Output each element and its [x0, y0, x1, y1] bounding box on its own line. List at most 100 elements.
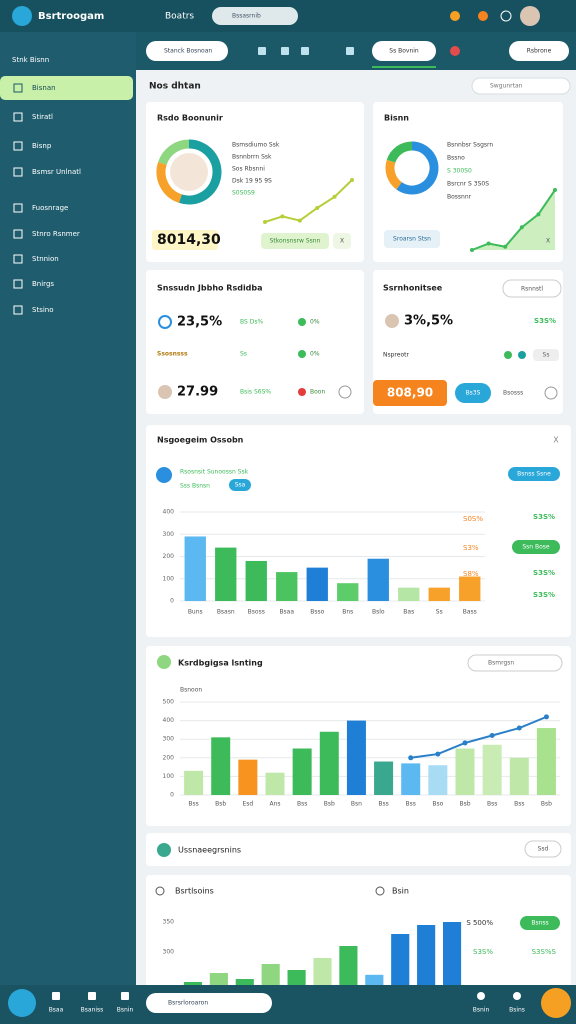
close-button[interactable]	[333, 233, 351, 249]
trend-point	[263, 220, 267, 224]
legend-item: Rsosnsit Sunoossn Ssk	[180, 469, 249, 476]
bottom-search[interactable]	[146, 993, 272, 1013]
bar-icon[interactable]	[88, 992, 96, 1000]
avatar	[520, 6, 540, 26]
card	[146, 270, 364, 414]
nav-item[interactable]: Fuosnrage	[32, 204, 68, 212]
trend-point	[486, 241, 491, 246]
trend-point	[536, 212, 541, 217]
legend-item: Sss Bsnsn	[180, 483, 210, 490]
y-tick-label: 400	[163, 509, 175, 516]
pill-label: Sroarsn Stsn	[393, 236, 431, 243]
toolbar-button[interactable]	[509, 41, 569, 61]
toolbar-icon[interactable]	[258, 47, 266, 55]
bar	[215, 547, 237, 601]
nav-item[interactable]: Stsino	[32, 306, 54, 314]
nav-item[interactable]: Bsmsr Unlnatl	[32, 168, 81, 176]
trend-point	[553, 188, 557, 192]
trend-point	[332, 194, 337, 199]
stat-tag: Boon	[310, 389, 325, 396]
line	[410, 715, 547, 759]
donut-segment	[386, 141, 413, 163]
x-tick-label: Bsb	[459, 801, 470, 808]
card-button[interactable]	[524, 840, 562, 858]
card	[146, 425, 571, 637]
card-title: Ssrnhonitsee	[383, 284, 443, 293]
pill	[512, 540, 560, 554]
tab-label: Ss Bovnin	[389, 48, 419, 55]
nav-icon	[13, 203, 23, 213]
search-box[interactable]	[212, 7, 298, 25]
trend-point	[519, 225, 524, 230]
stat-tag: 0%	[310, 319, 320, 326]
card-line: Bsnnbrrn Ssk	[232, 154, 272, 161]
toolbar-badge	[450, 46, 460, 56]
bar	[401, 763, 421, 795]
nav-item[interactable]: Stnro Rsnmer	[32, 230, 80, 238]
x-tick-label: Bss	[487, 801, 497, 808]
nav-item[interactable]: Stiratl	[32, 113, 53, 121]
pill[interactable]	[455, 383, 491, 403]
bar-label: Bsaa	[49, 1007, 64, 1014]
y-tick-label: 350	[163, 919, 175, 926]
x-tick-label: Bslo	[372, 609, 385, 616]
button-label: Rsnnstl	[521, 286, 543, 293]
x-tick-label: Bss	[297, 801, 307, 808]
tab-underline	[372, 66, 436, 68]
card-button[interactable]	[502, 279, 562, 298]
card-title: Rsdo Boonunir	[157, 114, 223, 123]
section-search[interactable]	[471, 77, 571, 95]
card-line: Dsk 19 95 9S	[232, 178, 272, 185]
bar	[428, 765, 448, 795]
bar	[536, 728, 556, 795]
sidebar-heading: Stnk Bisnn	[12, 56, 49, 64]
line-point	[408, 755, 414, 761]
nav-icon	[13, 279, 23, 289]
card-title: Ussnaeegrsnins	[178, 846, 241, 855]
bar-icon[interactable]	[52, 992, 60, 1000]
y-tick-label: 200	[163, 754, 175, 761]
x-tick-label: Bsb	[215, 801, 226, 808]
donut-segment	[396, 141, 439, 195]
search-icon	[375, 886, 385, 896]
pill[interactable]	[384, 230, 440, 248]
x-tick-label: Bss	[514, 801, 524, 808]
bar-icon[interactable]	[121, 992, 129, 1000]
nav-icon	[13, 83, 23, 93]
bar	[306, 567, 328, 601]
close-label[interactable]: X	[553, 436, 559, 445]
nav-icon	[13, 254, 23, 264]
y-tick-label: 200	[163, 553, 175, 560]
pill[interactable]	[508, 467, 560, 481]
active-item	[0, 76, 133, 100]
status-dot	[298, 318, 306, 326]
nav-item[interactable]: Stnnion	[32, 255, 59, 263]
toolbar-icon[interactable]	[301, 47, 309, 55]
card-title: Bsrtlsoins	[175, 887, 214, 896]
card-icon	[157, 655, 171, 669]
y-tick-label: 300	[163, 736, 175, 743]
x-tick-label: Bss	[188, 801, 198, 808]
stat-value: 27.99	[177, 385, 218, 400]
pill[interactable]	[261, 233, 329, 249]
trend-point	[315, 206, 320, 210]
stat-tag: Ss	[543, 352, 550, 359]
toolbar-icon[interactable]	[346, 47, 354, 55]
x-tick-label: Bsb	[541, 801, 552, 808]
toolbar-search[interactable]	[146, 41, 228, 61]
trend-point	[470, 248, 474, 252]
nav-item[interactable]: Bisnp	[32, 142, 52, 150]
card-search[interactable]	[467, 654, 563, 672]
home-button	[8, 989, 36, 1017]
ring-icon	[158, 315, 172, 329]
bar	[184, 770, 204, 795]
nav-item[interactable]: Bisnan	[32, 84, 56, 92]
card-line: Bsmsdiumo Ssk	[232, 142, 280, 149]
bar-icon	[513, 992, 521, 1000]
trend-point	[350, 178, 354, 182]
toolbar-icon[interactable]	[281, 47, 289, 55]
tab[interactable]	[372, 41, 436, 61]
y-tick-label: 100	[163, 773, 175, 780]
card-title: Nsgoegeim Ossobn	[157, 436, 244, 445]
nav-item[interactable]: Bnirgs	[32, 280, 54, 288]
